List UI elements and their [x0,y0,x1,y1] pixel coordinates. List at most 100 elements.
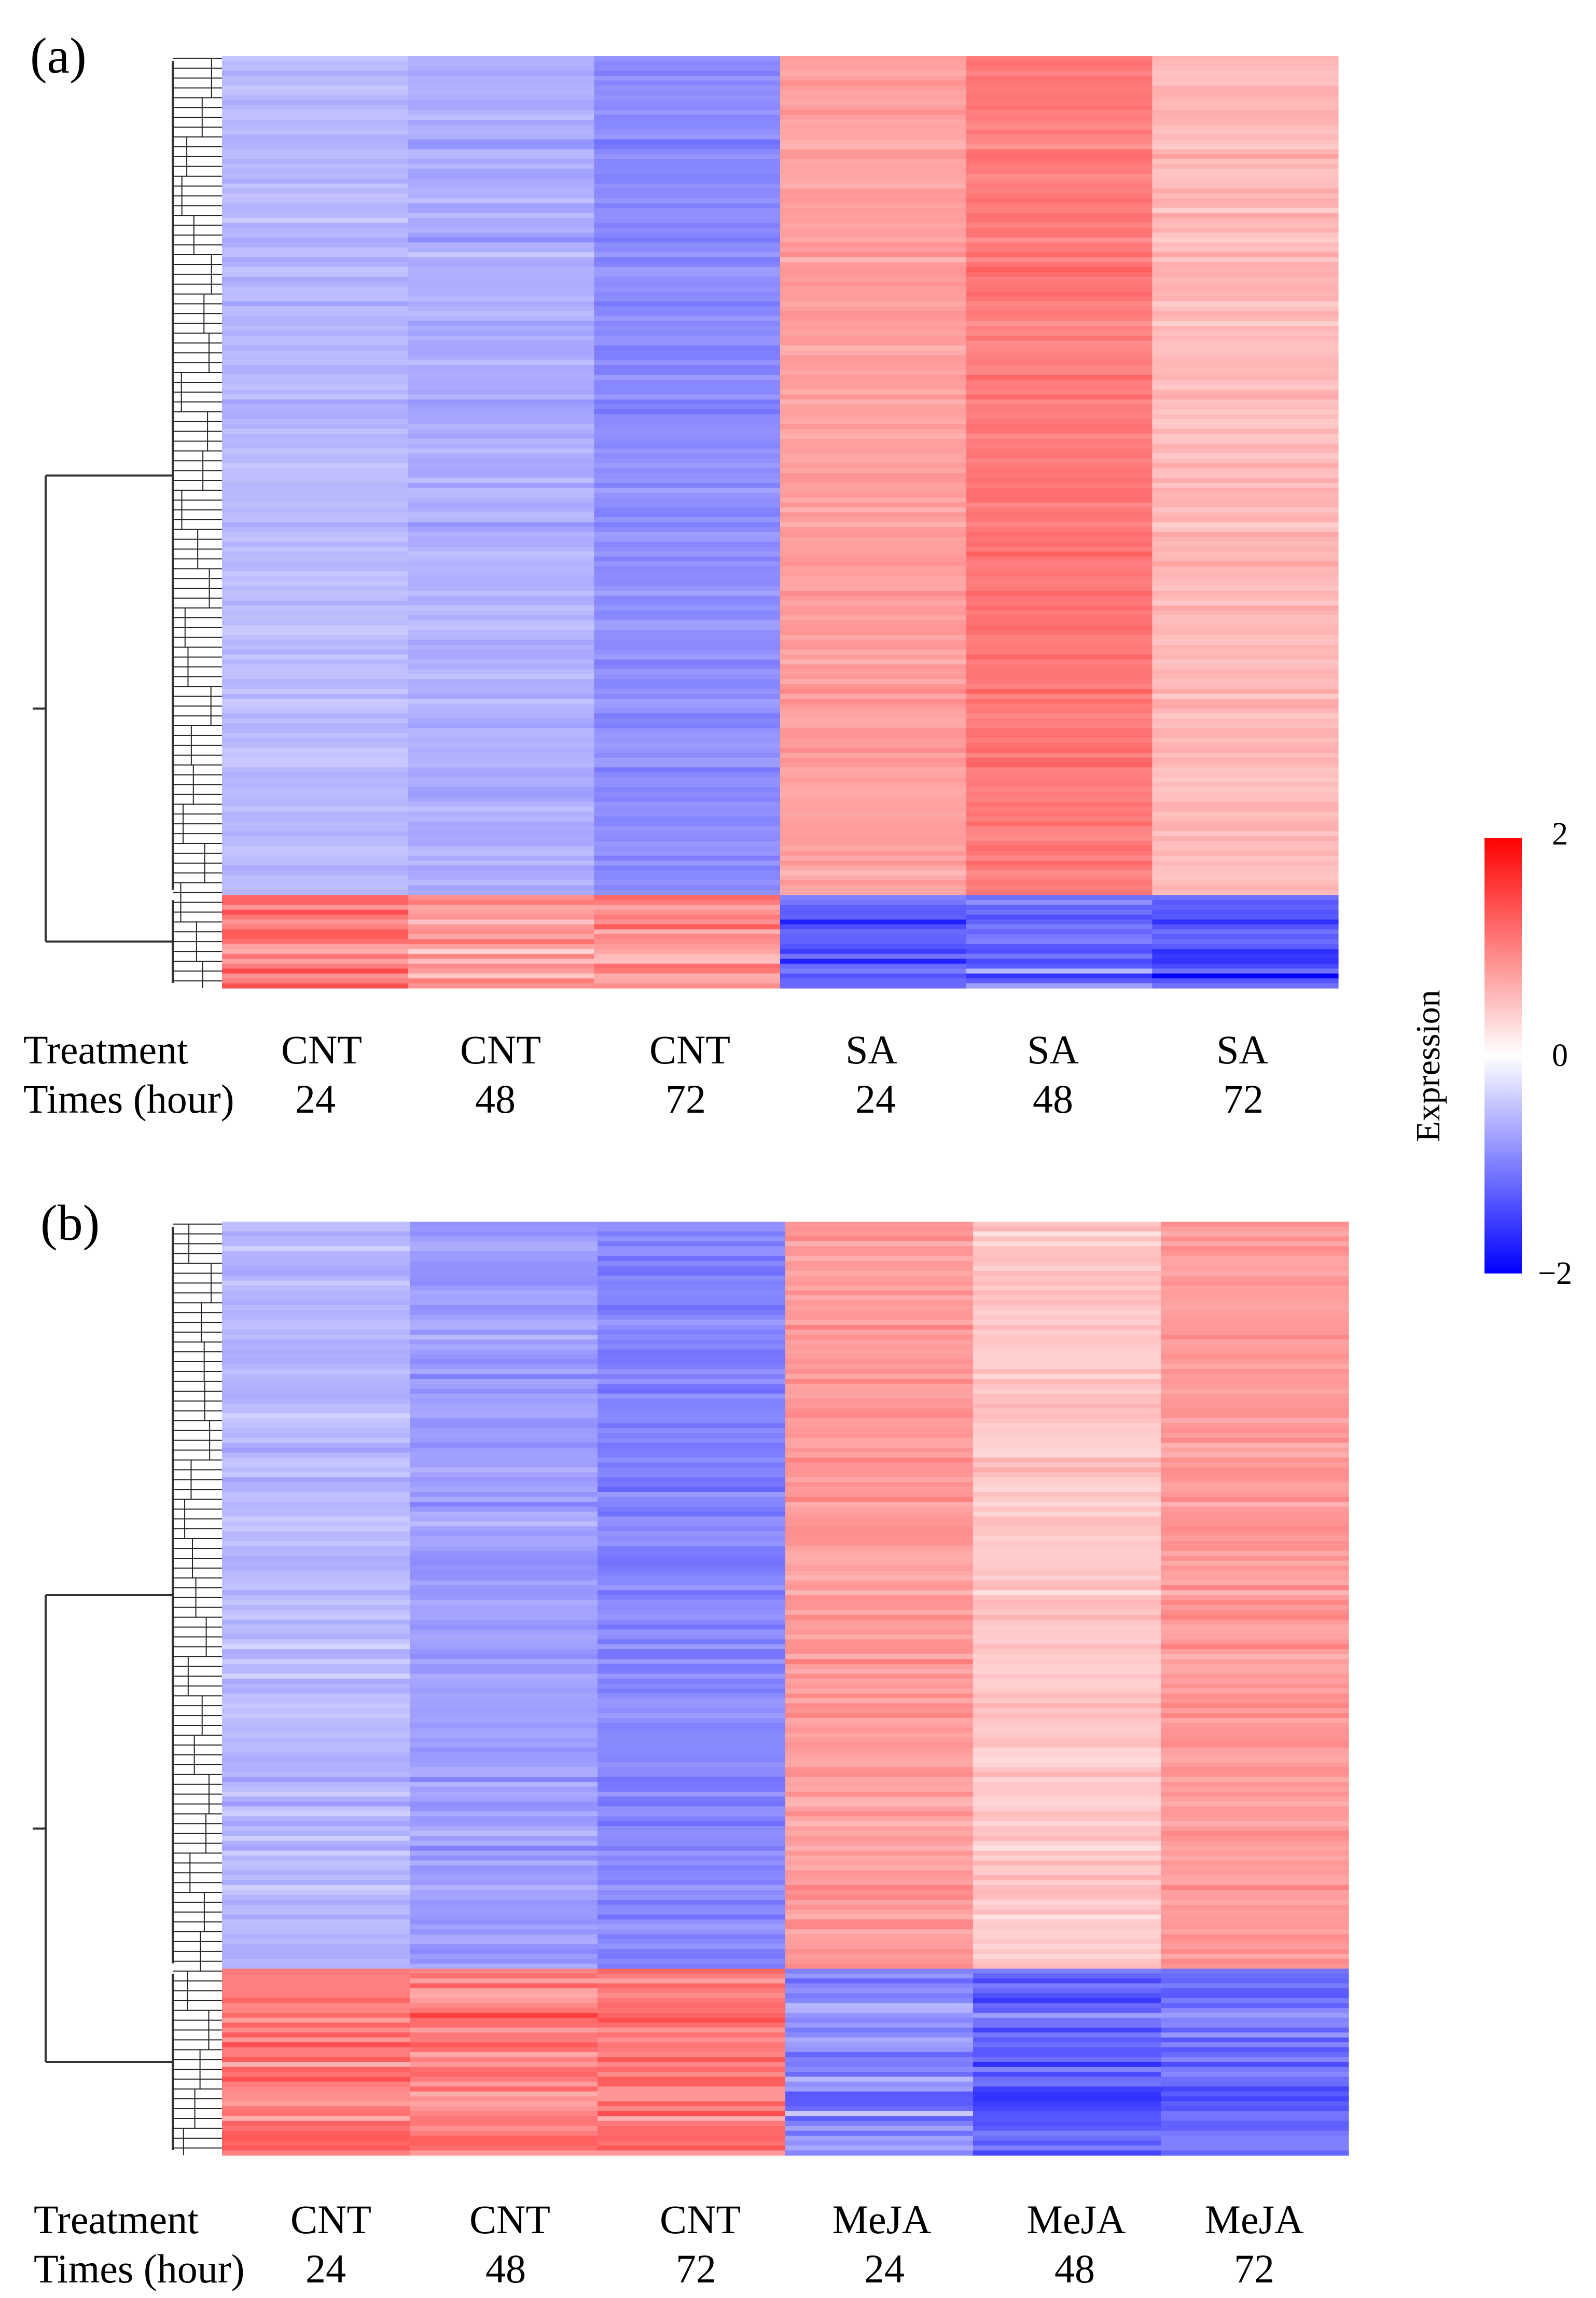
heatmap-cell [966,139,1153,145]
heatmap-cell [222,743,409,749]
heatmap-cell [785,1354,974,1360]
heatmap-cell [966,880,1153,885]
heatmap-cell [966,536,1153,542]
heatmap-cell [594,905,781,910]
heatmap-cell [973,1285,1161,1291]
heatmap-cell [780,119,967,126]
heatmap-cell [222,826,409,832]
heatmap-cell [594,336,781,341]
heatmap-cell [410,1270,598,1276]
heatmap-cell [1161,1978,1349,1984]
heatmap-cell [973,1462,1161,1468]
heatmap-cell [973,1433,1161,1438]
heatmap-cell [1161,1443,1349,1448]
heatmap-cell [973,2052,1161,2058]
heatmap-cell [1152,301,1339,307]
heatmap-cell [408,267,594,272]
heatmap-cell [222,330,409,336]
heatmap-cell [598,2106,786,2112]
heatmap-cell [408,252,594,258]
heatmap-cell [410,1904,598,1910]
heatmap-cell [973,1993,1161,1999]
heatmap-cell [966,522,1153,528]
heatmap-cell [408,169,594,174]
heatmap-cell [966,124,1153,130]
heatmap-cell [408,684,594,689]
heatmap-cell [1161,1315,1349,1321]
heatmap-cell [966,684,1153,689]
heatmap-cell [222,978,409,984]
heatmap-cell [966,797,1153,802]
heatmap-cell [1152,625,1339,631]
heatmap-cell [1161,1826,1349,1832]
heatmap-cell [598,1698,786,1704]
heatmap-cell [780,953,967,959]
heatmap-cell [1152,247,1339,253]
heatmap-cell [1161,1880,1349,1886]
heatmap-cell [785,2027,974,2033]
heatmap-cell [408,178,594,184]
heatmap-cell [1161,1782,1349,1788]
col-time-label: 24 [855,1076,896,1122]
heatmap-cell [785,2076,974,2082]
heatmap-cell [1152,478,1339,483]
heatmap-cell [966,306,1153,312]
heatmap-cell [1161,1954,1349,1959]
heatmap-cell [408,134,594,140]
heatmap-cell [594,282,781,287]
heatmap-cell [780,826,967,832]
heatmap-cell [973,1816,1161,1822]
heatmap-cell [408,394,594,400]
heatmap-cell [594,694,781,699]
heatmap-cell [780,242,967,248]
heatmap-cell [966,527,1153,533]
heatmap-cell [222,1959,410,1964]
heatmap-cell [785,1462,974,1468]
colorbar-min-label: −2 [1538,1256,1572,1291]
heatmap-cell [785,1752,974,1758]
heatmap-cell [222,115,409,120]
heatmap-cell [594,561,781,567]
heatmap-cell [598,1880,786,1886]
heatmap-cell [410,1733,598,1738]
heatmap-cell [1161,2081,1349,2087]
heatmap-cell [1152,306,1339,312]
heatmap-cell [408,605,594,611]
heatmap-cell [966,414,1153,420]
heatmap-cell [594,56,781,62]
heatmap-cell [1152,65,1339,71]
row-header-times-b: Times (hour) [34,2246,245,2291]
heatmap-cell [973,1708,1161,1713]
heatmap-cell [408,532,594,537]
heatmap-cell [408,105,594,110]
heatmap-cell [222,482,409,488]
heatmap-cell [598,1457,786,1463]
heatmap-cell [598,1875,786,1881]
heatmap-cell [598,1310,786,1316]
heatmap-cell [408,596,594,601]
heatmap-cell [1161,1900,1349,1905]
heatmap-cell [408,119,594,126]
heatmap-cell [780,649,967,655]
heatmap-cell [785,1447,974,1453]
column-labels-b: CNT CNT CNT MeJA MeJA MeJA 24 48 72 24 4… [290,2197,1303,2291]
heatmap-cell [785,1894,974,1900]
heatmap-cell [1152,733,1339,739]
heatmap-cell [1152,968,1339,974]
heatmap-cell [785,1836,974,1842]
heatmap-cell [1152,517,1339,523]
heatmap-cell [1152,336,1339,341]
heatmap-cell [780,453,967,459]
heatmap-cell [966,193,1153,199]
heatmap-cell [410,1850,598,1856]
heatmap-cell [410,1890,598,1895]
heatmap-cell [408,576,594,582]
heatmap-cell [966,718,1153,724]
heatmap-cell [973,2096,1161,2102]
heatmap-cell [785,2106,974,2112]
heatmap-cell [1152,826,1339,832]
heatmap-cell [222,448,409,454]
heatmap-cell [594,188,781,194]
heatmap-cell [785,2057,974,2062]
heatmap-cell [222,2032,410,2038]
